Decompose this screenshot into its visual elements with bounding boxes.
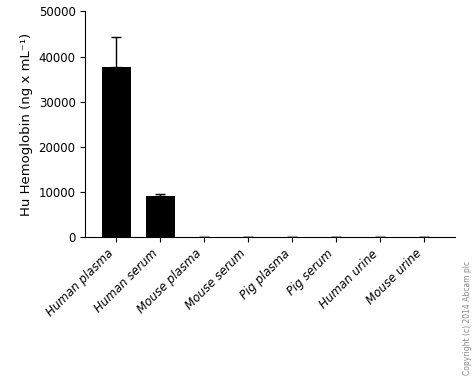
Bar <box>102 67 131 237</box>
Text: Copyright (c) 2014 Abcam plc: Copyright (c) 2014 Abcam plc <box>463 261 472 375</box>
Bar <box>146 196 174 237</box>
Y-axis label: Hu Hemoglobin (ng x mL⁻¹): Hu Hemoglobin (ng x mL⁻¹) <box>20 33 33 216</box>
